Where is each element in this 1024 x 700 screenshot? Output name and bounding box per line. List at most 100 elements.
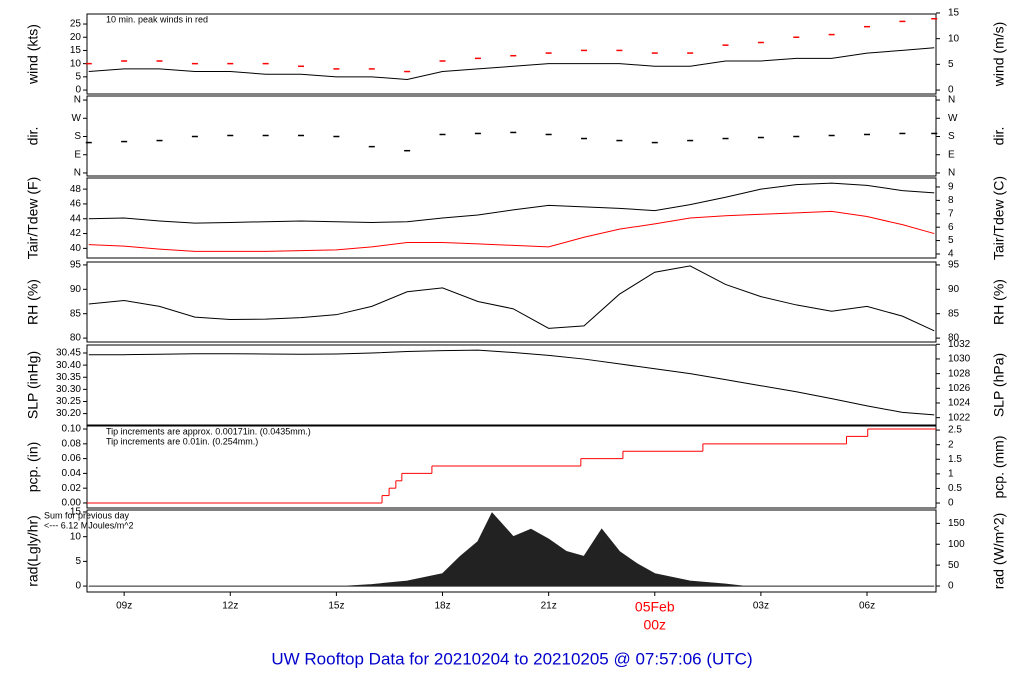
annotation: <--- 6.12 MJoules/m^2 <box>44 520 134 530</box>
annotation: Tip increments are 0.01in. (0.254mm.) <box>106 436 258 446</box>
y-tick-label: N <box>74 168 81 179</box>
y2-tick-label: 1 <box>948 468 954 479</box>
y-axis-label: wind (kts) <box>25 24 41 85</box>
y2-tick-label: 90 <box>948 284 960 295</box>
y-tick-label: 15 <box>70 45 82 56</box>
x-tick-label: 15z <box>328 601 344 612</box>
y2-axis-label: rad (W/m^2) <box>991 513 1007 590</box>
y-tick-label: 15 <box>70 507 82 518</box>
y2-axis-label: wind (m/s) <box>991 22 1007 88</box>
y2-axis-label: SLP (hPa) <box>991 353 1007 417</box>
x-tick-label: 09z <box>116 601 132 612</box>
panel-frame <box>86 95 937 177</box>
y2-tick-label: 15 <box>948 8 960 19</box>
data-line <box>88 349 935 416</box>
y2-tick-label: E <box>948 149 955 160</box>
y-tick-label: 95 <box>70 260 82 271</box>
y2-tick-label: 4 <box>948 249 954 260</box>
y2-tick-label: 1028 <box>948 368 971 379</box>
y2-axis-label: RH (%) <box>991 279 1007 325</box>
y2-tick-label: 95 <box>948 260 960 271</box>
y-axis-label: dir. <box>25 127 41 146</box>
data-area <box>88 512 935 587</box>
y2-tick-label: 0 <box>948 85 954 96</box>
y-tick-label: N <box>74 95 81 106</box>
y-tick-label: 80 <box>70 333 82 344</box>
y2-tick-label: 1024 <box>948 398 971 409</box>
y-tick-label: 30.40 <box>56 360 81 371</box>
y-tick-label: 0.02 <box>62 483 82 494</box>
data-line <box>88 265 935 332</box>
y2-tick-label: 8 <box>948 195 954 206</box>
y2-tick-label: 0 <box>948 498 954 509</box>
panel-frame <box>86 261 937 343</box>
y-tick-label: 10 <box>70 58 82 69</box>
y2-tick-label: 1.5 <box>948 454 962 465</box>
y2-axis-label: dir. <box>991 127 1007 146</box>
y-tick-label: 5 <box>75 71 81 82</box>
y-tick-label: 85 <box>70 308 82 319</box>
panel-frame <box>86 177 937 259</box>
y-tick-label: 90 <box>70 284 82 295</box>
y2-tick-label: 9 <box>948 182 954 193</box>
y2-tick-label: 150 <box>948 518 965 529</box>
y2-tick-label: 80 <box>948 333 960 344</box>
y-tick-label: 0.00 <box>62 498 82 509</box>
data-line <box>88 47 935 80</box>
y2-tick-label: N <box>948 168 955 179</box>
y-tick-label: E <box>74 149 81 160</box>
y2-tick-label: 0 <box>948 581 954 592</box>
y-axis-label: SLP (inHg) <box>25 351 41 419</box>
annotation: Sum for previous day <box>44 510 130 520</box>
y-tick-label: 0 <box>75 85 81 96</box>
y-tick-label: 44 <box>70 213 82 224</box>
y-tick-label: 25 <box>70 19 82 30</box>
annotation: 10 min. peak winds in red <box>106 14 208 24</box>
y-tick-label: 0.06 <box>62 453 82 464</box>
y2-tick-label: 100 <box>948 539 965 550</box>
data-line <box>88 210 935 252</box>
y2-axis-label: Tair/Tdew (C) <box>991 176 1007 260</box>
y2-tick-label: 50 <box>948 560 960 571</box>
y-tick-label: 48 <box>70 184 82 195</box>
x-tick-label: 12z <box>222 601 238 612</box>
y-tick-label: 42 <box>70 228 82 239</box>
y2-tick-label: N <box>948 95 955 106</box>
y2-tick-label: 6 <box>948 222 954 233</box>
y-tick-label: 40 <box>70 243 82 254</box>
y-tick-label: 30.20 <box>56 408 81 419</box>
y-tick-label: 30.30 <box>56 384 81 395</box>
y-tick-label: 10 <box>70 531 82 542</box>
y2-tick-label: 1030 <box>948 354 971 365</box>
x-tick-label: 06z <box>859 601 875 612</box>
x-tick-label: 21z <box>541 601 557 612</box>
panel-frame <box>86 344 937 426</box>
x-tick-label: 18z <box>434 601 450 612</box>
y-tick-label: 0.10 <box>62 424 82 435</box>
y2-tick-label: S <box>948 131 955 142</box>
y-tick-label: 46 <box>70 199 82 210</box>
y-axis-label: Tair/Tdew (F) <box>25 177 41 259</box>
y-axis-label: RH (%) <box>25 279 41 325</box>
x-tick-date: 05Feb <box>635 599 675 615</box>
panel-frame <box>86 13 937 95</box>
y2-tick-label: 0.5 <box>948 483 962 494</box>
y2-tick-label: 2 <box>948 439 954 450</box>
panel-frame <box>86 509 937 593</box>
y-tick-label: 0.04 <box>62 468 82 479</box>
x-tick-label: 03z <box>753 601 769 612</box>
y2-tick-label: 85 <box>948 308 960 319</box>
annotation: Tip increments are approx. 0.00171in. (0… <box>106 426 311 436</box>
y-tick-label: W <box>72 113 82 124</box>
y-tick-label: 0 <box>75 581 81 592</box>
y2-tick-label: 5 <box>948 59 954 70</box>
y2-tick-label: W <box>948 113 958 124</box>
y-axis-label: rad(Lgly/hr) <box>25 515 41 587</box>
y-tick-label: 5 <box>75 556 81 567</box>
chart-title: UW Rooftop Data for 20210204 to 20210205… <box>271 649 752 668</box>
y-tick-label: 0.08 <box>62 438 82 449</box>
y2-axis-label: pcp. (mm) <box>991 436 1007 499</box>
y2-tick-label: 2.5 <box>948 425 962 436</box>
